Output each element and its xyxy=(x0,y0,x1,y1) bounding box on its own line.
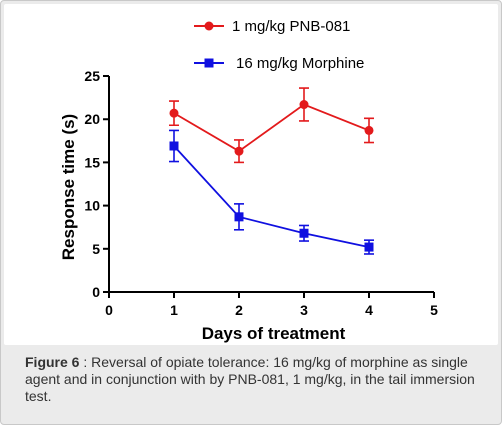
y-tick-label: 20 xyxy=(84,111,100,127)
y-axis-title: Response time (s) xyxy=(59,114,78,260)
legend-marker xyxy=(204,21,214,31)
legend-label: 16 mg/kg Morphine xyxy=(236,55,364,72)
data-point xyxy=(364,125,374,135)
line-chart: 0 5 10 15 20 25 0 1 2 3 4 5 Days of treatment Respons… xyxy=(59,18,438,343)
x-tick-label: 2 xyxy=(235,302,243,318)
data-point xyxy=(234,146,244,156)
plot-panel: 0 5 10 15 20 25 0 1 2 3 4 5 Days of treatment Respons… xyxy=(4,4,498,345)
y-tick-label: 10 xyxy=(84,198,100,214)
x-tick-label: 5 xyxy=(430,302,438,318)
series-line-1 xyxy=(173,145,370,248)
x-tick-label: 3 xyxy=(300,302,308,318)
caption-text: Reversal of opiate tolerance: 16 mg/kg o… xyxy=(25,354,475,404)
data-point xyxy=(299,100,309,110)
data-point xyxy=(169,141,179,151)
legend-label: 1 mg/kg PNB-081 xyxy=(232,18,350,35)
data-point xyxy=(234,212,244,222)
x-tick-label: 0 xyxy=(105,302,113,318)
series-line-0 xyxy=(173,103,370,153)
y-tick-label: 5 xyxy=(92,241,100,257)
caption-separator: : xyxy=(79,354,92,370)
y-tick-label: 0 xyxy=(92,284,100,300)
x-tick-label: 1 xyxy=(170,302,178,318)
y-tick-label: 25 xyxy=(84,68,100,84)
data-point xyxy=(364,242,374,252)
y-tick-label: 15 xyxy=(84,154,100,170)
x-tick-label: 4 xyxy=(365,302,373,318)
data-point xyxy=(299,228,309,238)
data-point xyxy=(169,108,179,118)
x-axis-title: Days of treatment xyxy=(202,324,346,343)
legend-marker xyxy=(204,58,214,68)
figure-label: Figure 6 xyxy=(25,354,80,370)
figure-caption: Figure 6 : Reversal of opiate tolerance:… xyxy=(25,354,493,405)
